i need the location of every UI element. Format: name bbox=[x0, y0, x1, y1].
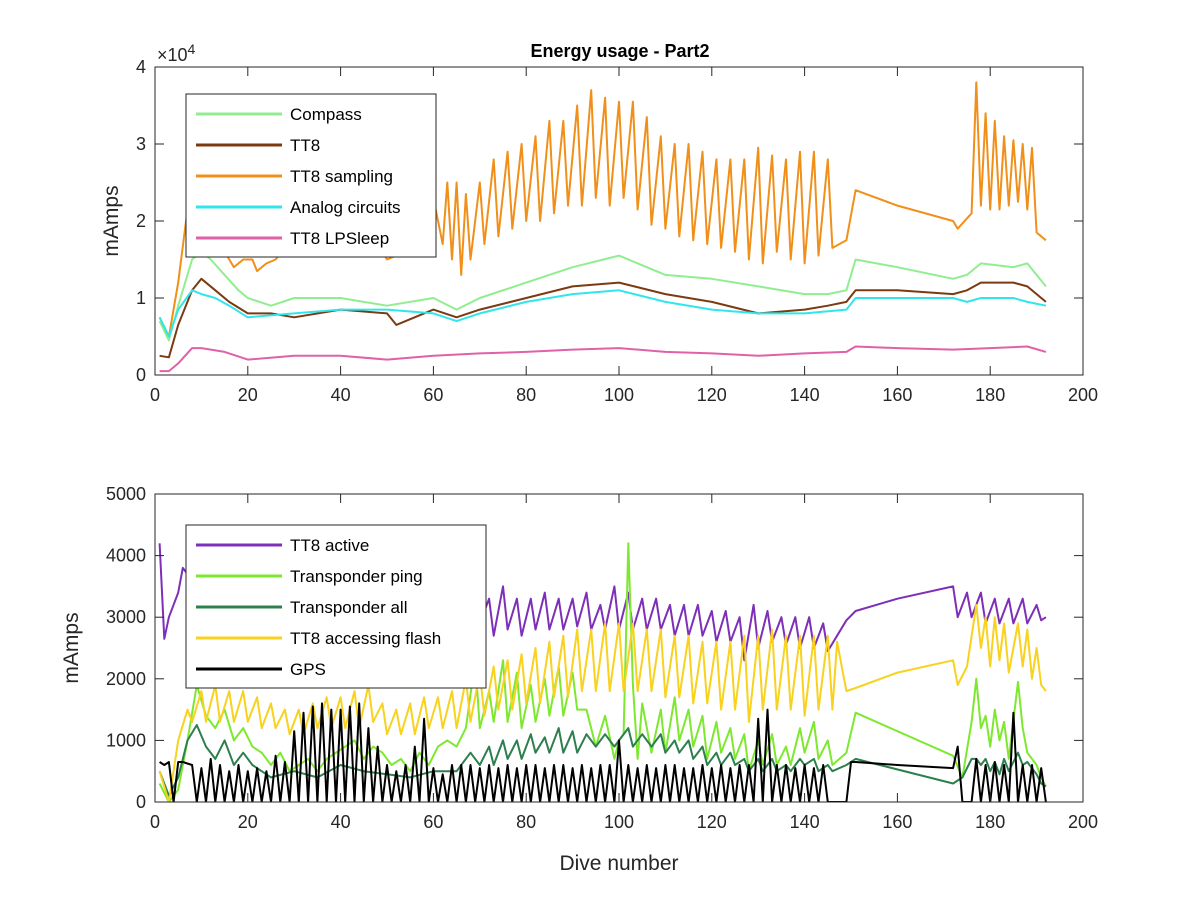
y-axis-label: mAmps bbox=[100, 185, 123, 256]
x-tick-label: 160 bbox=[882, 385, 912, 405]
x-tick-label: 180 bbox=[975, 812, 1005, 832]
legend-label: TT8 sampling bbox=[290, 167, 393, 186]
x-tick-label: 120 bbox=[697, 385, 727, 405]
x-tick-label: 40 bbox=[331, 812, 351, 832]
y-tick-label: 4 bbox=[136, 57, 146, 77]
series-line-transponder-all bbox=[158, 724, 1047, 797]
x-tick-label: 0 bbox=[150, 812, 160, 832]
series-line-tt8-lpsleep bbox=[159, 345, 1047, 373]
series-line-compass bbox=[158, 250, 1047, 342]
y-tick-label: 1 bbox=[136, 288, 146, 308]
legend-label: Analog circuits bbox=[290, 198, 401, 217]
x-tick-label: 200 bbox=[1068, 812, 1098, 832]
series-line-analog-circuits bbox=[158, 289, 1047, 338]
x-tick-label: 100 bbox=[604, 812, 634, 832]
y-tick-label: 0 bbox=[136, 365, 146, 385]
series-line-gps bbox=[159, 702, 1047, 802]
x-tick-label: 140 bbox=[790, 385, 820, 405]
legend-label: GPS bbox=[290, 660, 326, 679]
x-tick-label: 200 bbox=[1068, 385, 1098, 405]
legend: TT8 active Transponder ping Transponder al… bbox=[185, 524, 487, 689]
legend-label: Compass bbox=[290, 105, 362, 124]
y-tick-label: 3 bbox=[136, 134, 146, 154]
x-tick-label: 160 bbox=[882, 812, 912, 832]
y-tick-label: 2 bbox=[136, 211, 146, 231]
x-tick-label: 40 bbox=[331, 385, 351, 405]
y-tick-label: 5000 bbox=[106, 484, 146, 504]
legend-label: Transponder all bbox=[290, 598, 408, 617]
x-tick-label: 60 bbox=[423, 812, 443, 832]
legend-label: Transponder ping bbox=[290, 567, 423, 586]
x-tick-label: 80 bbox=[516, 385, 536, 405]
legend-label: TT8 active bbox=[290, 536, 369, 555]
x-tick-label: 20 bbox=[238, 385, 258, 405]
y-tick-label: 2000 bbox=[106, 669, 146, 689]
top-plot: 0 20 40 60 80 100 120 140 160 180 20001234×104mAmp… bbox=[100, 41, 1098, 405]
legend-label: TT8 bbox=[290, 136, 320, 155]
x-tick-label: 60 bbox=[423, 385, 443, 405]
x-tick-label: 180 bbox=[975, 385, 1005, 405]
series-group bbox=[158, 542, 1047, 802]
legend-label: TT8 accessing flash bbox=[290, 629, 441, 648]
bottom-plot: 0 20 40 60 80 100 120 140 160 180 2000100020003000… bbox=[60, 484, 1098, 875]
x-tick-label: 0 bbox=[150, 385, 160, 405]
series-line-tt8 bbox=[159, 277, 1047, 359]
figure-title: Energy usage - Part2 bbox=[530, 41, 709, 61]
y-tick-label: 3000 bbox=[106, 607, 146, 627]
x-tick-label: 120 bbox=[697, 812, 727, 832]
y-axis-label: mAmps bbox=[60, 612, 83, 683]
x-tick-label: 100 bbox=[604, 385, 634, 405]
y-tick-label: 1000 bbox=[106, 730, 146, 750]
y-exponent-power: 4 bbox=[188, 41, 196, 57]
y-tick-label: 4000 bbox=[106, 546, 146, 566]
x-axis-label: Dive number bbox=[559, 852, 678, 875]
y-tick-label: 0 bbox=[136, 792, 146, 812]
x-tick-label: 20 bbox=[238, 812, 258, 832]
series-group bbox=[158, 81, 1047, 373]
series-line-tt8-active bbox=[158, 543, 1047, 662]
x-tick-label: 80 bbox=[516, 812, 536, 832]
x-tick-label: 140 bbox=[790, 812, 820, 832]
legend: Compass TT8 TT8 sampling Analog circuits TT8… bbox=[185, 93, 437, 258]
series-line-transponder-ping bbox=[158, 542, 1047, 802]
y-exponent-label: ×104 bbox=[157, 41, 196, 65]
legend-label: TT8 LPSleep bbox=[290, 229, 389, 248]
